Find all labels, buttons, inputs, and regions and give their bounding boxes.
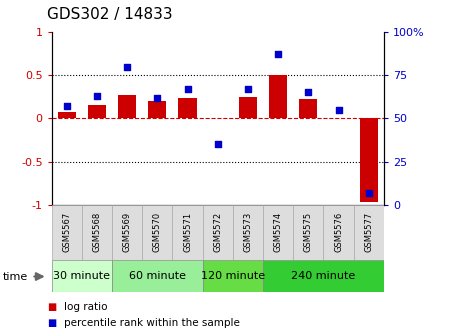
Bar xyxy=(52,260,112,292)
Point xyxy=(184,86,191,92)
Bar xyxy=(269,75,287,119)
Text: GDS302 / 14833: GDS302 / 14833 xyxy=(47,7,173,22)
Point xyxy=(123,64,131,69)
Point xyxy=(63,103,70,109)
Bar xyxy=(202,260,263,292)
Bar xyxy=(263,205,293,260)
Bar xyxy=(88,104,106,119)
Text: time: time xyxy=(2,271,27,282)
Bar xyxy=(52,205,82,260)
Bar xyxy=(82,205,112,260)
Text: GSM5567: GSM5567 xyxy=(62,211,71,252)
Bar xyxy=(263,260,384,292)
Point xyxy=(214,142,221,147)
Text: GSM5577: GSM5577 xyxy=(364,211,373,252)
Point xyxy=(275,52,282,57)
Text: GSM5573: GSM5573 xyxy=(243,211,252,252)
Bar xyxy=(142,205,172,260)
Text: GSM5571: GSM5571 xyxy=(183,211,192,252)
Text: 60 minute: 60 minute xyxy=(129,271,186,281)
Bar xyxy=(172,205,202,260)
Bar xyxy=(118,95,136,119)
Point xyxy=(93,93,101,99)
Text: GSM5572: GSM5572 xyxy=(213,211,222,252)
Bar xyxy=(233,205,263,260)
Bar xyxy=(360,119,378,202)
Text: ■: ■ xyxy=(47,318,57,328)
Point xyxy=(335,107,342,113)
Text: GSM5576: GSM5576 xyxy=(334,211,343,252)
Bar xyxy=(293,205,323,260)
Bar xyxy=(112,205,142,260)
Text: GSM5574: GSM5574 xyxy=(274,211,283,252)
Bar xyxy=(323,205,354,260)
Text: 240 minute: 240 minute xyxy=(291,271,356,281)
Text: GSM5568: GSM5568 xyxy=(92,211,101,252)
Bar xyxy=(354,205,384,260)
Text: GSM5575: GSM5575 xyxy=(304,211,313,252)
Text: log ratio: log ratio xyxy=(64,302,108,312)
Bar xyxy=(57,112,76,119)
Text: percentile rank within the sample: percentile rank within the sample xyxy=(64,318,240,328)
Bar xyxy=(202,205,233,260)
Text: 30 minute: 30 minute xyxy=(53,271,110,281)
Bar xyxy=(112,260,202,292)
Bar xyxy=(148,101,167,119)
Point xyxy=(305,90,312,95)
Text: GSM5569: GSM5569 xyxy=(123,211,132,252)
Point xyxy=(154,95,161,100)
Bar xyxy=(299,99,317,119)
Point xyxy=(365,190,372,196)
Text: 120 minute: 120 minute xyxy=(201,271,265,281)
Bar xyxy=(179,98,197,119)
Point xyxy=(244,86,251,92)
Text: GSM5570: GSM5570 xyxy=(153,211,162,252)
Bar xyxy=(330,118,348,119)
Text: ■: ■ xyxy=(47,302,57,312)
Bar xyxy=(239,97,257,119)
